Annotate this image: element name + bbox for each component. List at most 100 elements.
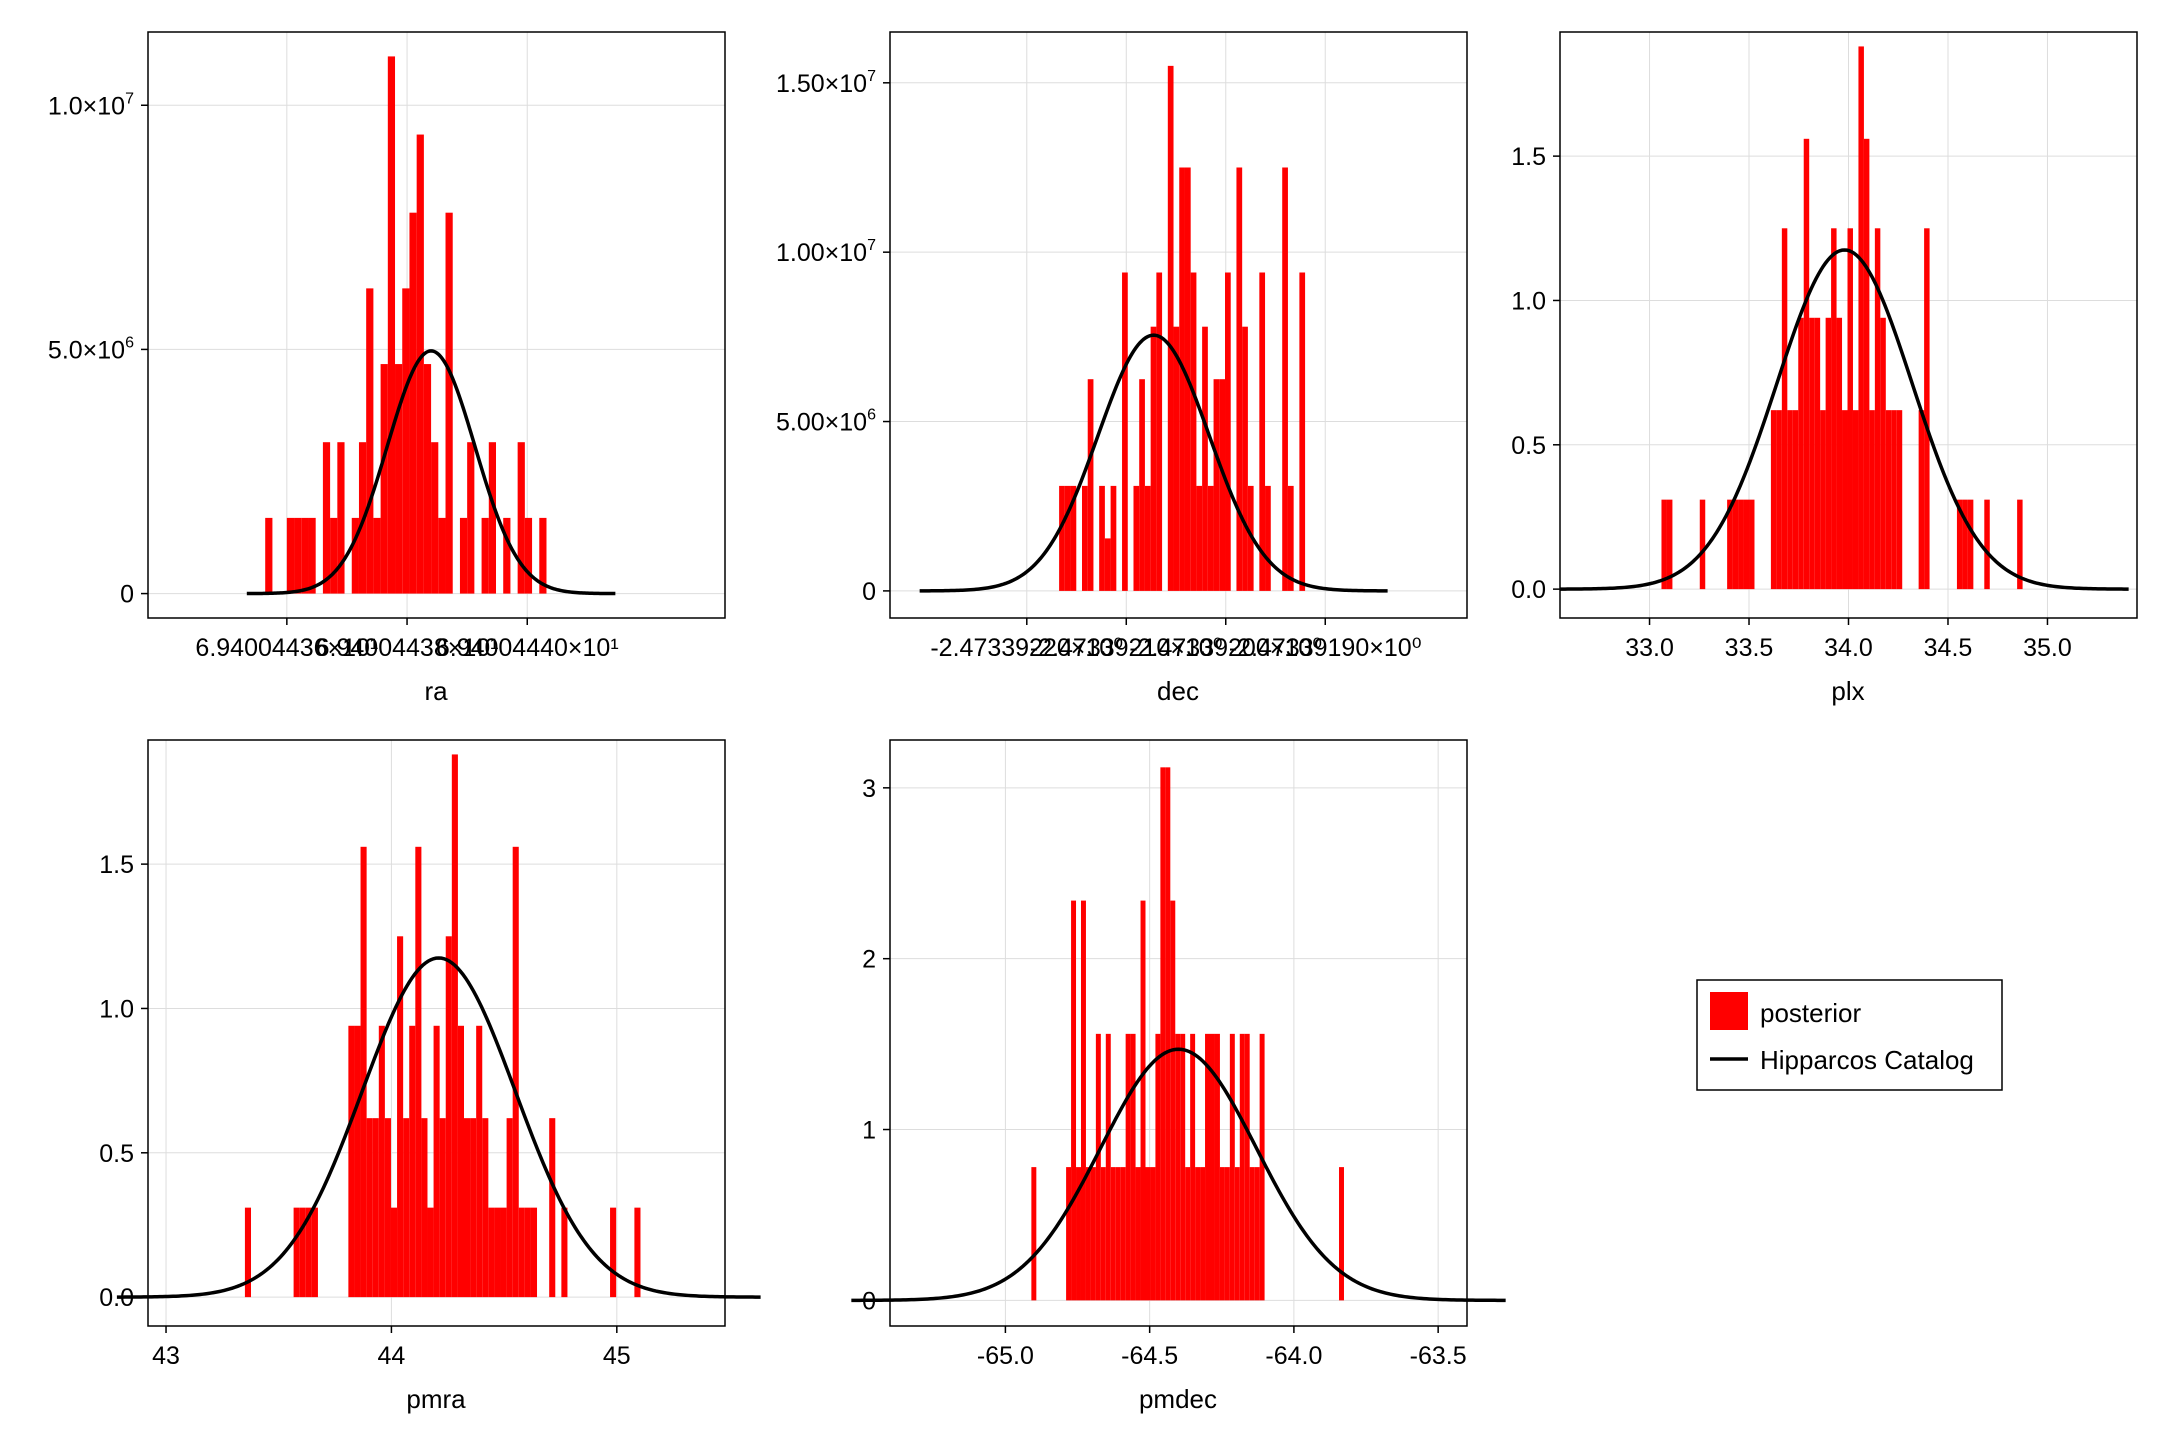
bar-pmra-8 xyxy=(293,1207,300,1298)
ytick-base-pmra-1: 0.5 xyxy=(99,1140,134,1168)
ytick-label-pmdec-1: 1 xyxy=(862,1117,876,1145)
bar-pmra-30 xyxy=(427,1207,434,1298)
bar-dec-36 xyxy=(1265,485,1271,591)
xtick-label-plx-4: 35.0 xyxy=(2023,634,2072,662)
bar-dec-23 xyxy=(1190,272,1197,591)
bar-pmra-52 xyxy=(561,1207,568,1298)
bar-dec-14 xyxy=(1139,379,1145,591)
bar-pmra-36 xyxy=(463,1118,471,1298)
bar-plx-30 xyxy=(1825,317,1832,590)
bar-plx-65 xyxy=(2017,499,2023,590)
bar-ra-21 xyxy=(416,134,424,594)
bar-ra-16 xyxy=(380,364,388,594)
ytick-label-plx-2: 1.0 xyxy=(1511,287,1546,315)
ytick-base-pmra-3: 1.5 xyxy=(99,851,134,879)
bar-pmdec-24 xyxy=(1150,1167,1156,1301)
bar-ra-14 xyxy=(366,288,374,594)
bar-dec-19 xyxy=(1167,65,1174,591)
bar-pmdec-18 xyxy=(1120,1167,1126,1301)
bar-pmdec-15 xyxy=(1105,1033,1111,1301)
bar-dec-42 xyxy=(1299,272,1306,591)
bar-dec-40 xyxy=(1287,485,1294,591)
bar-dec-7 xyxy=(1099,485,1105,591)
bar-plx-7 xyxy=(1699,499,1706,590)
bar-pmdec-9 xyxy=(1076,1167,1081,1301)
xtick-label-dec-3: -2.47339190×10⁰ xyxy=(1229,634,1422,662)
ytick-label-plx-1: 0.5 xyxy=(1511,432,1546,460)
ytick-label-pmra-0: 0.0 xyxy=(99,1284,134,1312)
bar-ra-5 xyxy=(301,517,309,594)
bar-plx-16 xyxy=(1749,499,1755,590)
bar-plx-40 xyxy=(1880,317,1886,590)
bar-dec-17 xyxy=(1156,272,1163,591)
bar-ra-25 xyxy=(445,212,453,594)
bar-ra-10 xyxy=(337,442,345,594)
bar-plx-28 xyxy=(1814,317,1821,590)
bar-pmdec-12 xyxy=(1090,1167,1096,1301)
bar-pmra-20 xyxy=(366,1118,373,1298)
bar-ra-9 xyxy=(330,517,338,594)
legend-posterior-swatch xyxy=(1710,992,1748,1030)
bar-pmra-43 xyxy=(506,1118,513,1298)
frame-pmdec xyxy=(889,739,1468,1327)
bar-pmra-28 xyxy=(415,846,422,1298)
bar-pmdec-36 xyxy=(1210,1033,1215,1301)
ytick-label-dec-0: 0 xyxy=(862,578,876,606)
xtick-label-plx-1: 33.5 xyxy=(1725,634,1774,662)
bar-ra-20 xyxy=(409,212,417,594)
ytick-label-pmra-2: 1.0 xyxy=(99,995,134,1023)
bar-pmdec-26 xyxy=(1160,767,1166,1301)
bar-pmra-10 xyxy=(305,1207,312,1298)
bar-dec-1 xyxy=(1064,485,1071,591)
bar-pmra-34 xyxy=(451,754,458,1298)
frame-pmra xyxy=(147,739,726,1327)
bar-dec-4 xyxy=(1082,485,1088,591)
xlabel-ra: ra xyxy=(424,676,448,706)
bar-pmdec-14 xyxy=(1100,1167,1106,1301)
legend-hipparcos-label: Hipparcos Catalog xyxy=(1760,1045,1974,1075)
bar-pmra-40 xyxy=(488,1207,495,1298)
ytick-label-ra-2: 1.0×107 xyxy=(48,90,134,120)
bar-pmdec-28 xyxy=(1170,900,1176,1301)
bar-pmdec-43 xyxy=(1244,1033,1250,1301)
bar-dec-32 xyxy=(1242,326,1248,591)
bar-ra-3 xyxy=(286,517,295,594)
frame-dec xyxy=(889,31,1468,619)
bar-pmra-23 xyxy=(384,1118,391,1298)
ytick-base-dec-0: 0 xyxy=(862,578,876,606)
bar-plx-22 xyxy=(1781,228,1788,590)
bar-pmdec-0 xyxy=(1031,1167,1037,1301)
xtick-label-pmdec-2: -64.0 xyxy=(1265,1342,1322,1370)
bar-ra-30 xyxy=(481,517,489,594)
bar-pmdec-29 xyxy=(1175,1033,1181,1301)
bar-pmdec-10 xyxy=(1080,900,1086,1301)
bar-ra-23 xyxy=(431,442,439,594)
bar-pmdec-8 xyxy=(1071,900,1077,1301)
bar-pmdec-19 xyxy=(1125,1033,1131,1301)
bar-plx-34 xyxy=(1847,228,1853,590)
xtick-label-ra-1: 6.94004438×10¹ xyxy=(316,634,499,662)
bar-plx-25 xyxy=(1798,317,1804,590)
xtick-label-ra-2: 6.94004440×10¹ xyxy=(436,634,619,662)
xtick-label-plx-2: 34.0 xyxy=(1824,634,1873,662)
bar-plx-13 xyxy=(1732,499,1739,590)
xtick-label-pmdec-0: -65.0 xyxy=(977,1342,1034,1370)
bar-ra-6 xyxy=(308,517,316,594)
curve-plx xyxy=(1560,248,2129,591)
bar-pmra-50 xyxy=(549,1118,556,1298)
bar-plx-0 xyxy=(1661,499,1667,590)
bar-pmra-11 xyxy=(311,1207,318,1298)
bar-pmra-47 xyxy=(530,1207,538,1298)
bar-pmra-44 xyxy=(512,846,519,1298)
ytick-exp-ra-1: 6 xyxy=(125,334,134,351)
xlabel-plx: plx xyxy=(1831,676,1864,706)
bar-pmra-33 xyxy=(445,936,452,1298)
xtick-label-dec-1: -2.47339210×10⁰ xyxy=(1030,634,1223,662)
xtick-label-pmra-2: 45 xyxy=(603,1342,631,1370)
bar-ra-12 xyxy=(351,517,359,594)
ytick-label-plx-3: 1.5 xyxy=(1511,143,1546,171)
bar-ra-28 xyxy=(467,442,475,594)
xlabel-pmdec: pmdec xyxy=(1139,1384,1217,1414)
bar-plx-48 xyxy=(1924,228,1930,590)
bar-pmra-60 xyxy=(610,1207,617,1298)
